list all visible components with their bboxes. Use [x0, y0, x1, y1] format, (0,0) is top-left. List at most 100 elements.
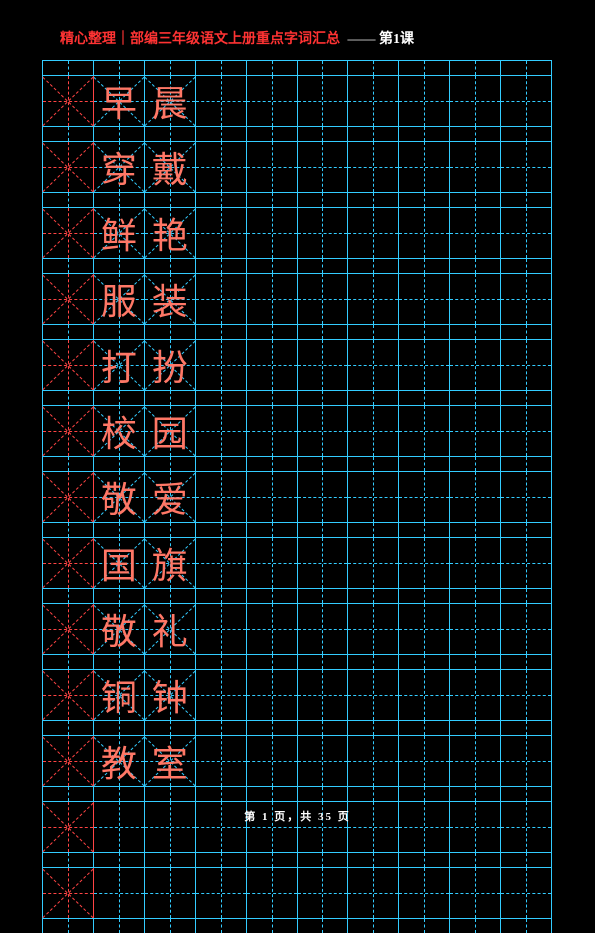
grid-cell	[43, 670, 94, 720]
grid-sep-cell	[94, 787, 145, 801]
grid-sep-cell	[196, 193, 247, 207]
grid-sep-cell	[247, 655, 298, 669]
grid-cell	[399, 76, 450, 126]
grid-sep-cell	[43, 523, 94, 537]
grid-sep-cell	[501, 457, 552, 471]
grid-cell	[247, 208, 298, 258]
grid-sep-cell	[450, 721, 501, 735]
grid-sep-cell	[196, 721, 247, 735]
character: 晨	[152, 75, 188, 127]
grid-sep-cell	[450, 193, 501, 207]
grid-cell	[298, 736, 349, 786]
grid-cell	[348, 604, 399, 654]
grid-cell	[501, 472, 552, 522]
grid-cell: 鲜	[94, 208, 145, 258]
grid-cell	[399, 142, 450, 192]
grid-sep-cell	[348, 193, 399, 207]
grid-row: 打扮	[42, 339, 552, 390]
grid-sep-cell	[450, 787, 501, 801]
grid-row	[42, 867, 552, 918]
grid-sep-cell	[43, 457, 94, 471]
grid-cell	[399, 604, 450, 654]
grid-cell	[247, 670, 298, 720]
grid-cell	[196, 208, 247, 258]
grid-sep-cell	[399, 325, 450, 339]
grid-sep-cell	[450, 259, 501, 273]
page-header: 精心整理｜部编三年级语文上册重点字词汇总 —— 第1课	[60, 28, 545, 48]
grid-sep-cell	[450, 523, 501, 537]
grid-row: 校园	[42, 405, 552, 456]
grid-sep-row	[42, 918, 552, 933]
grid-sep-cell	[348, 391, 399, 405]
grid-sep-cell	[196, 259, 247, 273]
grid-cell: 扮	[145, 340, 196, 390]
grid-cell	[43, 736, 94, 786]
grid-cell	[196, 472, 247, 522]
grid-cell	[399, 868, 450, 918]
grid-cell: 穿	[94, 142, 145, 192]
grid-cell	[247, 868, 298, 918]
grid-sep-cell	[501, 127, 552, 141]
grid-cell	[43, 76, 94, 126]
grid-sep-row	[42, 456, 552, 471]
grid-sep-cell	[247, 919, 298, 933]
grid-cell: 服	[94, 274, 145, 324]
grid-sep-cell	[450, 655, 501, 669]
grid-cell	[196, 604, 247, 654]
grid-cell	[450, 208, 501, 258]
grid-sep-row	[42, 654, 552, 669]
grid-sep-cell	[298, 589, 349, 603]
grid-sep-cell	[247, 787, 298, 801]
character: 敬	[101, 603, 137, 655]
character: 钟	[152, 669, 188, 721]
grid-cell	[501, 538, 552, 588]
grid-sep-cell	[348, 787, 399, 801]
character: 早	[101, 75, 137, 127]
character: 铜	[101, 669, 137, 721]
grid-cell: 礼	[145, 604, 196, 654]
grid-sep-row	[42, 588, 552, 603]
grid-sep-cell	[298, 325, 349, 339]
grid-sep-cell	[450, 325, 501, 339]
grid-cell	[43, 538, 94, 588]
grid-sep-cell	[94, 589, 145, 603]
grid-header-cell	[196, 61, 247, 75]
grid-sep-cell	[501, 193, 552, 207]
grid-sep-row	[42, 126, 552, 141]
grid-cell	[450, 472, 501, 522]
grid-header-cell	[501, 61, 552, 75]
grid-cell: 旗	[145, 538, 196, 588]
grid-cell	[298, 142, 349, 192]
grid-sep-cell	[298, 523, 349, 537]
grid-sep-cell	[196, 523, 247, 537]
header-lesson: 第1课	[379, 32, 414, 47]
grid-cell	[43, 208, 94, 258]
character: 礼	[152, 603, 188, 655]
grid-cell: 戴	[145, 142, 196, 192]
grid-cell	[450, 406, 501, 456]
grid-sep-cell	[94, 853, 145, 867]
grid-sep-cell	[145, 457, 196, 471]
character: 校	[101, 405, 137, 457]
grid-cell	[247, 604, 298, 654]
grid-cell	[501, 340, 552, 390]
grid-row: 服装	[42, 273, 552, 324]
grid-sep-cell	[145, 853, 196, 867]
grid-sep-cell	[94, 919, 145, 933]
grid-cell: 艳	[145, 208, 196, 258]
grid-cell	[196, 274, 247, 324]
character: 园	[152, 405, 188, 457]
grid-cell	[348, 868, 399, 918]
grid-cell	[94, 868, 145, 918]
grid-cell: 敬	[94, 604, 145, 654]
grid-cell	[43, 604, 94, 654]
grid-sep-cell	[399, 259, 450, 273]
grid-row: 敬爱	[42, 471, 552, 522]
grid-sep-row	[42, 852, 552, 867]
grid-sep-cell	[43, 919, 94, 933]
character: 室	[152, 735, 188, 787]
grid-sep-cell	[145, 655, 196, 669]
grid-cell	[298, 274, 349, 324]
grid-sep-cell	[196, 787, 247, 801]
grid-sep-cell	[43, 391, 94, 405]
